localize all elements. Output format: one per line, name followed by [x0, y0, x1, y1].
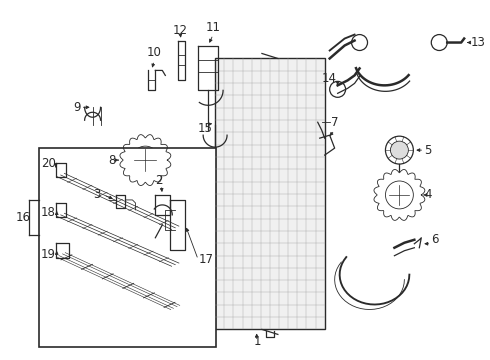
Text: 1: 1 — [253, 335, 261, 348]
Bar — [39, 148, 216, 347]
Circle shape — [352, 35, 368, 50]
Text: 13: 13 — [471, 36, 486, 49]
Circle shape — [386, 136, 414, 164]
Text: 20: 20 — [41, 157, 56, 170]
Text: 17: 17 — [198, 253, 213, 266]
Text: 10: 10 — [147, 46, 162, 59]
Text: 9: 9 — [73, 101, 81, 114]
Text: 18: 18 — [41, 206, 56, 219]
Text: 4: 4 — [424, 188, 432, 202]
Circle shape — [386, 181, 414, 209]
Text: 16: 16 — [15, 211, 30, 224]
Circle shape — [131, 146, 159, 174]
Text: 12: 12 — [173, 24, 188, 37]
Circle shape — [330, 81, 345, 97]
Bar — [215, 58, 325, 329]
Text: 3: 3 — [93, 188, 100, 202]
Text: 8: 8 — [108, 154, 116, 167]
Text: 14: 14 — [321, 72, 337, 85]
Text: 11: 11 — [206, 21, 220, 34]
Text: 6: 6 — [431, 233, 439, 246]
Text: 15: 15 — [198, 122, 213, 135]
Text: 5: 5 — [424, 144, 432, 157]
Text: 7: 7 — [331, 116, 339, 129]
Circle shape — [431, 35, 447, 50]
Circle shape — [391, 141, 408, 159]
Text: 19: 19 — [41, 248, 56, 261]
Text: 2: 2 — [156, 174, 163, 186]
